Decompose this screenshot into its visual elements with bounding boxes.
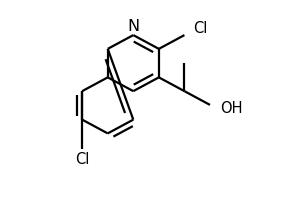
Text: N: N: [127, 19, 140, 34]
Text: Cl: Cl: [193, 21, 208, 36]
Text: Cl: Cl: [75, 152, 89, 167]
Text: OH: OH: [220, 101, 242, 116]
